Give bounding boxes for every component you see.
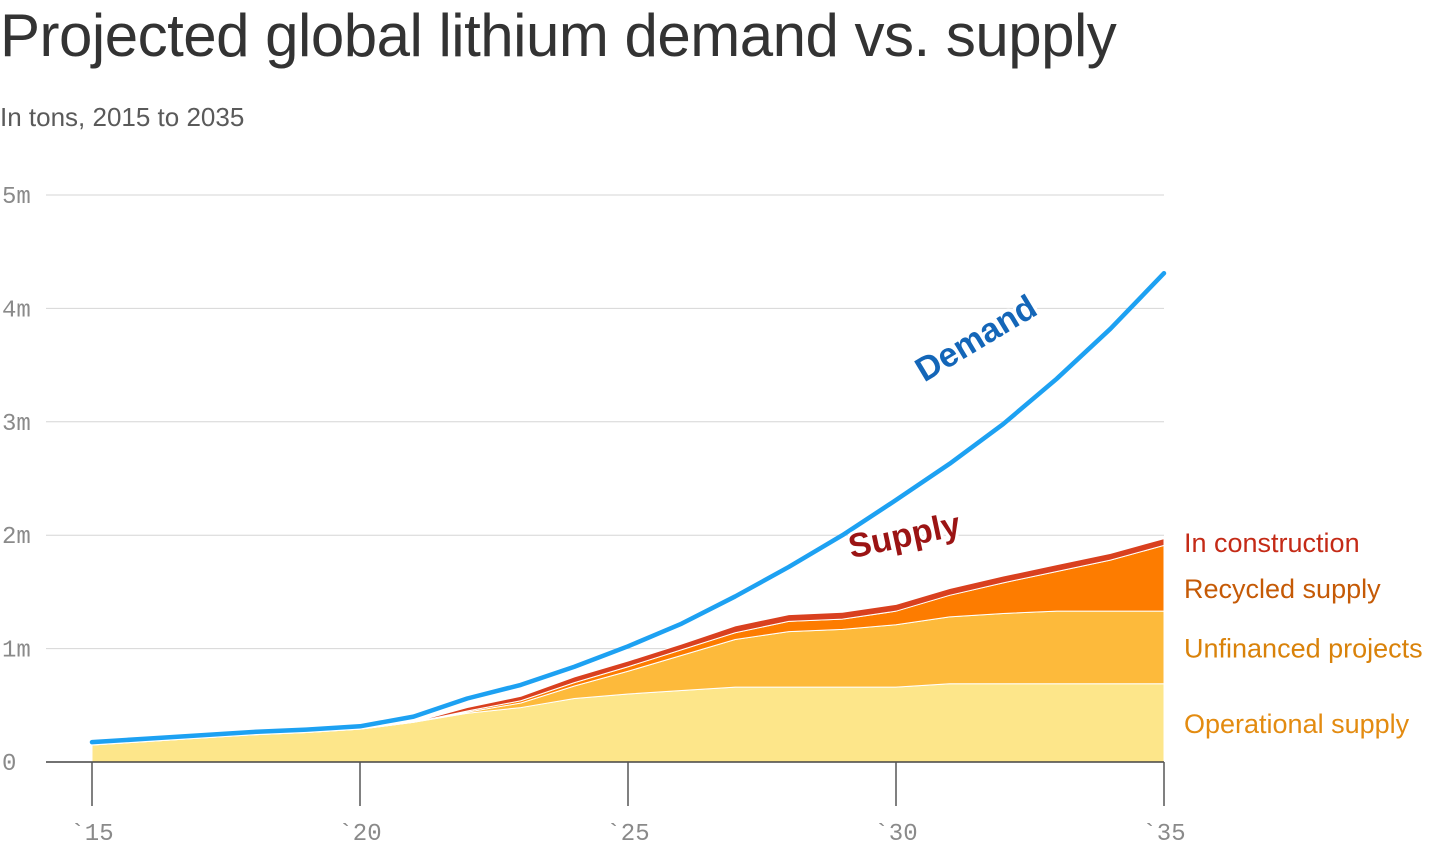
annotation-demand: Demand [909, 288, 1044, 390]
chart-annotations: Demand Supply [842, 285, 1046, 569]
x-tick-label-2035: `35 [1142, 821, 1185, 848]
y-tick-label-4m: 4m [2, 297, 31, 324]
x-tick-label-2015: `15 [70, 821, 113, 848]
x-tick-label-2020: `20 [338, 821, 381, 848]
stacked-areas [91, 538, 1165, 763]
annotation-supply: Supply [845, 505, 964, 566]
x-tick-label-2025: `25 [606, 821, 649, 848]
x-tick-label-2030: `30 [874, 821, 917, 848]
grid-lines [46, 194, 1164, 650]
chart-title: Projected global lithium demand vs. supp… [0, 2, 1117, 69]
series-label-operational-supply: Operational supply [1184, 709, 1410, 739]
x-axis-ticks: `15 `20 `25 `30 `35 [70, 762, 1186, 848]
area-in-construction [91, 538, 1165, 746]
y-tick-label-3m: 3m [2, 411, 31, 438]
area-operational-supply [91, 683, 1165, 763]
demand-lines [89, 270, 1167, 745]
y-axis-ticks: 0 1m 2m 3m 4m 5m [2, 184, 31, 778]
y-tick-label-0: 0 [2, 751, 16, 778]
series-label-unfinanced-projects: Unfinanced projects [1184, 633, 1423, 663]
y-tick-label-2m: 2m [2, 524, 31, 551]
series-labels: In construction Recycled supply Unfinanced… [1184, 528, 1423, 739]
line-demand [89, 270, 1167, 745]
chart-subtitle: In tons, 2015 to 2035 [0, 102, 245, 132]
y-tick-label-5m: 5m [2, 184, 31, 211]
y-tick-label-1m: 1m [2, 638, 31, 665]
series-label-recycled-supply: Recycled supply [1184, 574, 1381, 604]
series-label-in-construction: In construction [1184, 528, 1360, 558]
